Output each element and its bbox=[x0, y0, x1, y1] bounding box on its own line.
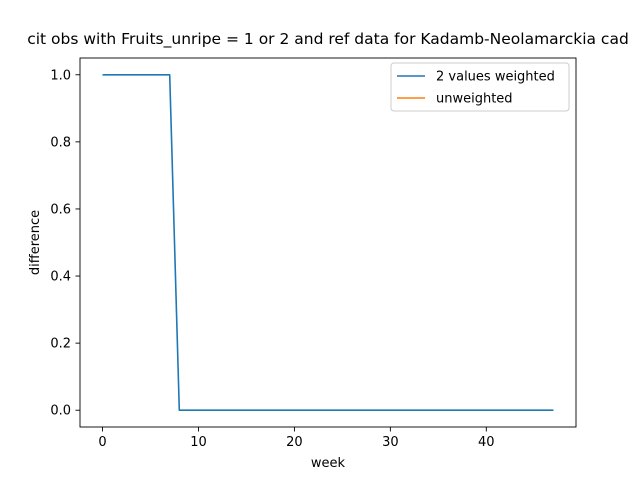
x-tick-label: 30 bbox=[382, 435, 399, 450]
x-tick-label: 10 bbox=[190, 435, 207, 450]
y-tick-label: 0.8 bbox=[50, 135, 71, 150]
y-tick-label: 1.0 bbox=[50, 68, 71, 83]
x-tick-label: 20 bbox=[286, 435, 303, 450]
chart-title: cit obs with Fruits_unripe = 1 or 2 and … bbox=[27, 30, 629, 49]
series-line-0 bbox=[102, 73, 554, 412]
legend-box bbox=[390, 62, 570, 112]
y-tick-label: 0.6 bbox=[50, 202, 71, 217]
plot-frame bbox=[79, 57, 577, 428]
y-tick-label: 0.2 bbox=[50, 337, 71, 352]
y-tick-label: 0.0 bbox=[50, 404, 71, 419]
legend-label-1: unweighted bbox=[436, 92, 513, 107]
legend-label-0: 2 values weighted bbox=[436, 70, 555, 85]
y-tick-label: 0.4 bbox=[50, 270, 71, 285]
y-axis-label: difference bbox=[28, 210, 43, 275]
x-tick-label: 0 bbox=[98, 435, 106, 450]
x-tick-label: 40 bbox=[478, 435, 495, 450]
x-axis-label: week bbox=[311, 456, 346, 471]
